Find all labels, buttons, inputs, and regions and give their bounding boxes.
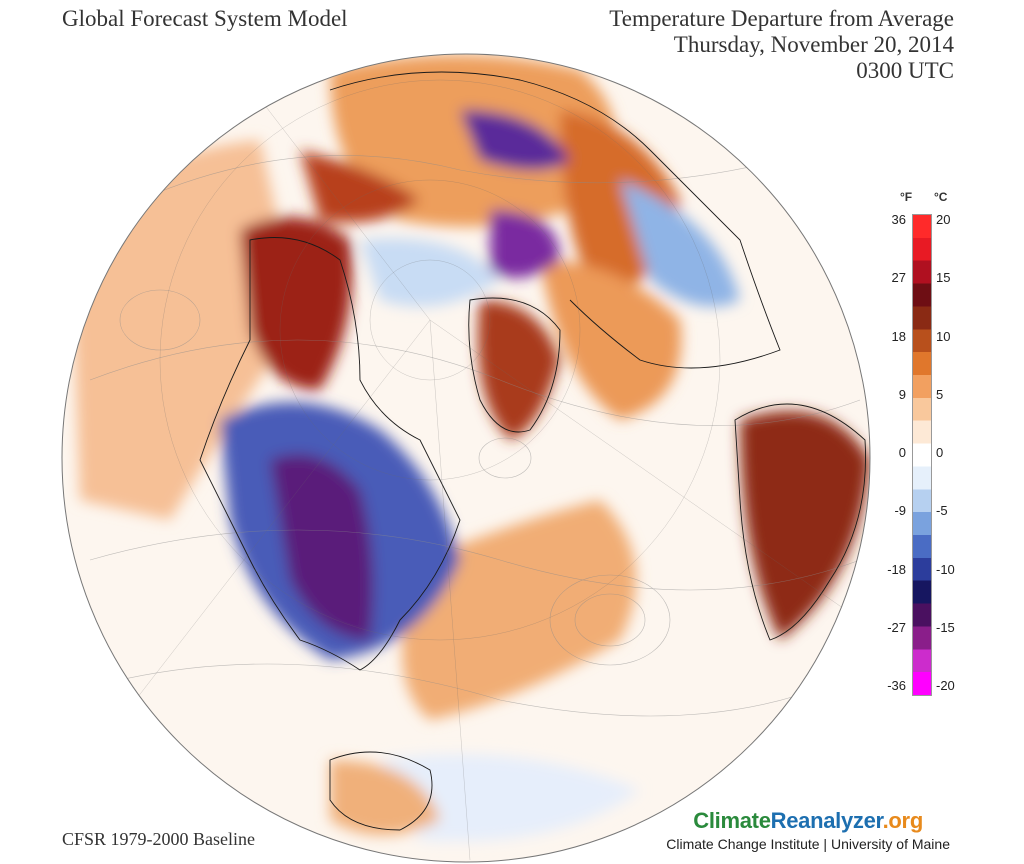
coastline-eurasia xyxy=(329,71,781,369)
credit-block: ClimateReanalyzer.org Climate Change Ins… xyxy=(666,808,950,852)
legend-tick-c: 20 xyxy=(936,212,951,227)
cool-anomaly-tropics xyxy=(380,754,640,842)
graticule-60n-ring xyxy=(279,179,581,481)
warm-anomaly-alaska xyxy=(240,217,352,390)
wind-streamline-atlantic-low xyxy=(549,574,671,666)
cold-anomaly-east-asia xyxy=(620,180,740,307)
legend-tick-f: 9 xyxy=(898,386,906,402)
legend-tick-f: 36 xyxy=(891,212,906,227)
warm-anomaly-greenland xyxy=(478,300,560,440)
wind-streamline-atlantic-low-inner xyxy=(574,593,646,647)
warm-anomaly-africa xyxy=(740,411,870,640)
globe-outline xyxy=(61,53,871,863)
coastline-greenland xyxy=(468,297,561,433)
legend-tick-c: -10 xyxy=(936,561,955,577)
cold-anomaly-siberia xyxy=(460,110,570,170)
wind-streamline-north-atlantic xyxy=(478,437,532,479)
institution-name: Climate Change Institute | University of… xyxy=(666,836,950,852)
legend-tick-f: 27 xyxy=(891,270,906,286)
site-logo-part3: .org xyxy=(882,808,924,833)
forecast-time: 0300 UTC xyxy=(856,58,954,83)
cold-anomaly-arctic-basin xyxy=(360,238,500,307)
legend-tick-f: -36 xyxy=(887,678,906,693)
wind-streamline-band-4 xyxy=(139,155,781,201)
cold-anomaly-kara-sea xyxy=(490,210,560,278)
legend-tick-f: -9 xyxy=(894,503,906,519)
wind-streamline-band-3 xyxy=(119,663,841,717)
legend-tick-c: 10 xyxy=(936,328,951,344)
warm-anomaly-europe xyxy=(540,260,682,420)
legend-unit-celsius: °C xyxy=(934,190,948,204)
legend-tick-f: 0 xyxy=(898,445,906,460)
warm-anomaly-atlantic xyxy=(402,500,636,720)
graticule-meridian-1 xyxy=(119,319,431,721)
map-title: Temperature Departure from Average xyxy=(609,6,954,31)
coastline-africa xyxy=(734,403,866,641)
legend-color-bar xyxy=(912,214,932,696)
legend-tick-c: 0 xyxy=(936,445,944,460)
warm-anomaly-east-siberia xyxy=(300,150,420,223)
forecast-date: Thursday, November 20, 2014 xyxy=(673,32,954,57)
legend-tick-c: -15 xyxy=(936,619,955,635)
cold-anomaly-us-core xyxy=(270,454,374,640)
legend-tick-c: -5 xyxy=(936,503,948,519)
graticule-pole-ring xyxy=(369,259,491,381)
wind-streamline-band-2 xyxy=(89,529,861,591)
wind-streamline-band-1 xyxy=(89,339,861,426)
site-logo-part1: Climate xyxy=(693,808,771,833)
coastline-north-america xyxy=(199,237,461,671)
graticule-30n-ring xyxy=(159,79,721,641)
model-title: Global Forecast System Model xyxy=(62,6,348,31)
warm-anomaly-south-america xyxy=(330,760,440,835)
graticule-meridian-2 xyxy=(429,319,861,621)
graticule-meridian-3 xyxy=(429,319,471,861)
legend-tick-c: -20 xyxy=(936,678,955,693)
baseline-note: CFSR 1979-2000 Baseline xyxy=(62,829,256,849)
legend-tick-f: -27 xyxy=(887,619,906,635)
legend-tick-f: -18 xyxy=(887,561,906,577)
color-scale-legend: °F °C 36 20 27 15 18 10 9 5 0 0 -9 -5 -18 -10 -27 -15 -3… xyxy=(870,190,970,720)
site-logo[interactable]: ClimateReanalyzer.org xyxy=(666,808,950,834)
wind-streamline-pacific xyxy=(119,289,201,351)
map-title-block: Temperature Departure from Average Thurs… xyxy=(609,6,954,84)
site-logo-part2: Reanalyzer xyxy=(770,808,883,833)
legend-tick-c: 15 xyxy=(936,270,951,286)
legend-unit-fahrenheit: °F xyxy=(900,190,913,204)
coastline-south-america xyxy=(329,751,433,831)
legend-tick-f: 18 xyxy=(891,328,906,344)
legend-tick-c: 5 xyxy=(936,386,944,402)
